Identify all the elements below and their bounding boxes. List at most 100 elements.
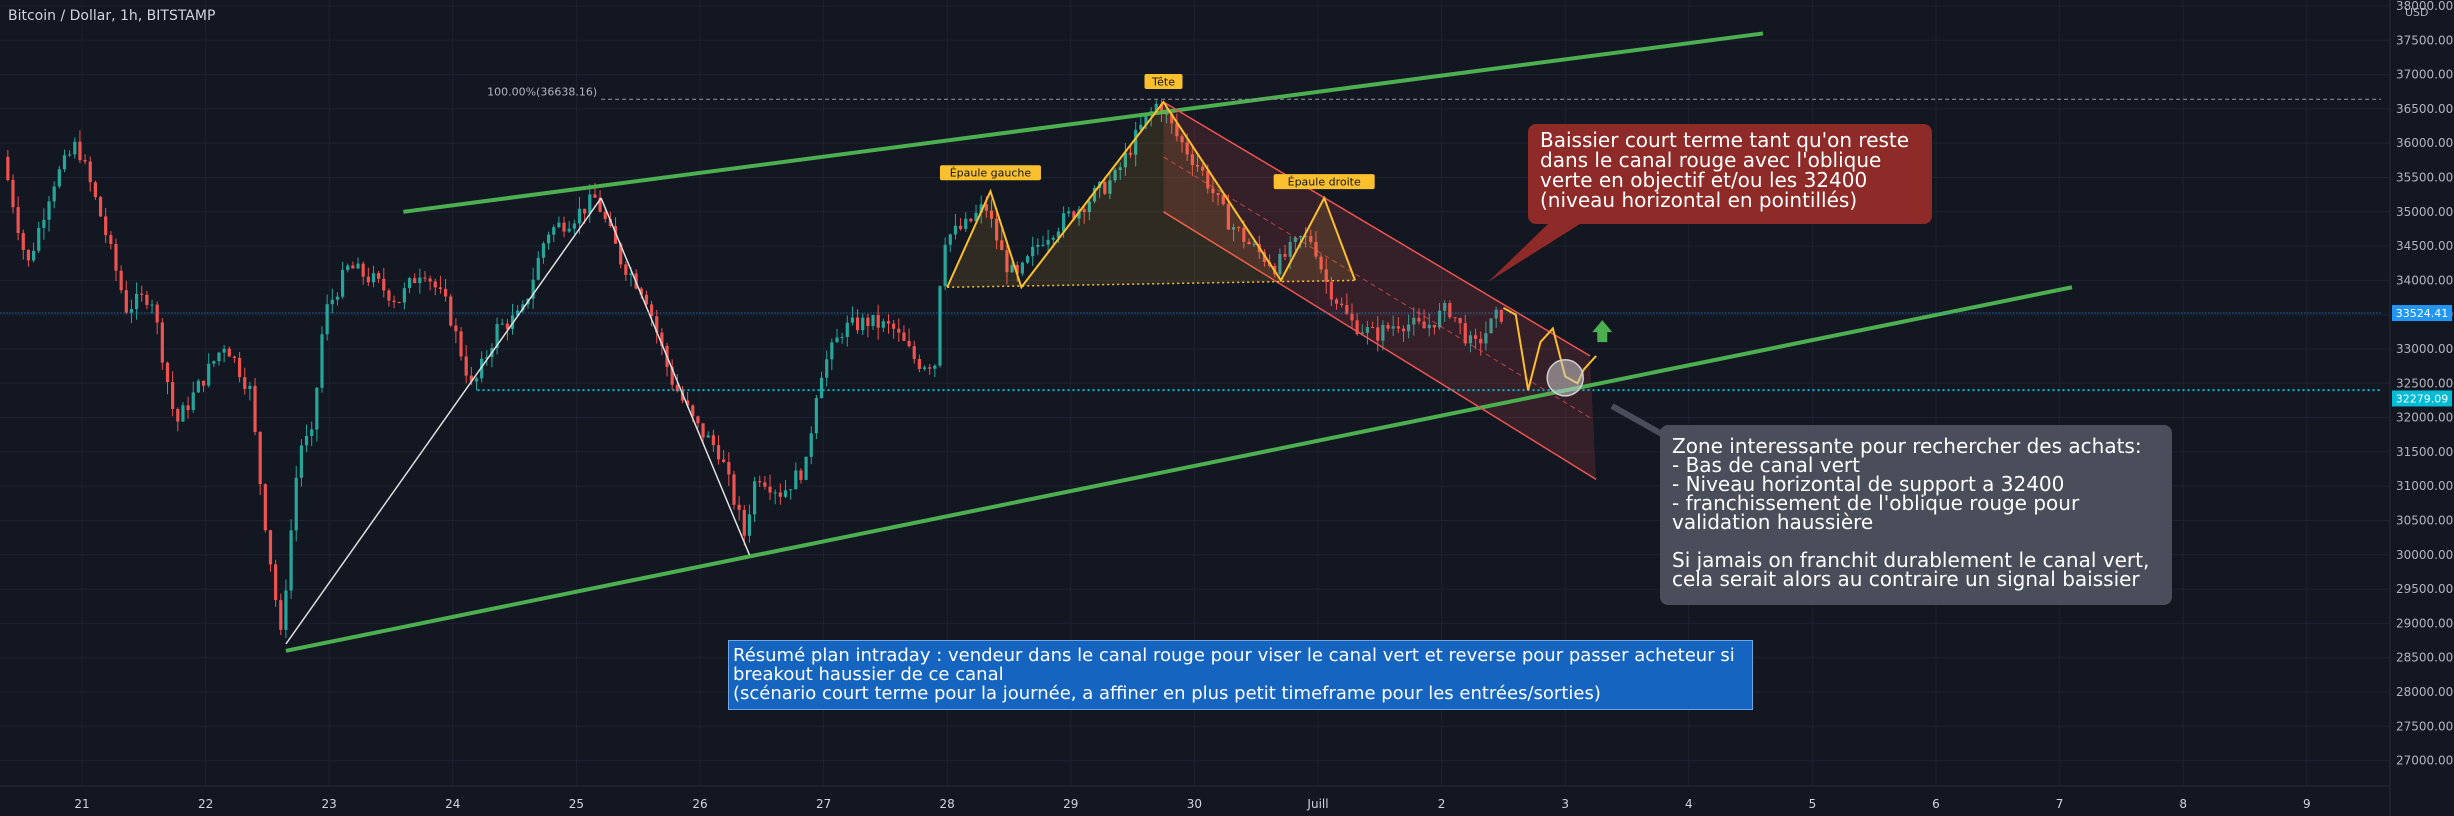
candle-body (387, 290, 391, 301)
candle-body (1195, 164, 1200, 167)
callout-buy-zone[interactable]: Zone interessante pour rechercher des ac… (1660, 425, 2172, 605)
candle-body (1489, 318, 1493, 334)
candle-body (1453, 317, 1457, 319)
candle-body (42, 219, 46, 228)
candle-body (1448, 303, 1452, 318)
candle-body (129, 309, 134, 313)
candle-body (778, 492, 782, 497)
candle-body (78, 141, 82, 161)
candle-body (752, 481, 757, 515)
candle-body (1067, 211, 1071, 214)
candle-body (140, 293, 144, 295)
candle-body (1334, 299, 1339, 304)
candle-body (1401, 328, 1406, 332)
callout-red-pointer (1488, 224, 1580, 282)
candle-body (73, 141, 77, 155)
red-channel-midline (1163, 156, 1591, 419)
candle-body (866, 317, 870, 327)
candle-body (583, 208, 587, 214)
candle-body (655, 316, 659, 333)
time-tick-label: 21 (74, 797, 89, 811)
candle-body (83, 160, 87, 162)
candle-body (819, 377, 824, 399)
candle-body (258, 432, 262, 485)
price-tick-label: 35500.00 (2396, 171, 2453, 185)
candle-body (232, 356, 237, 358)
candle-body (1103, 181, 1107, 194)
candle-body (1036, 244, 1040, 247)
price-tick-label: 30500.00 (2396, 514, 2453, 528)
candle-body (134, 293, 139, 310)
callout-bearish-short-term[interactable]: Baissier court terme tant qu'on reste da… (1528, 124, 1932, 224)
candle-body (1154, 103, 1158, 112)
candle-body (1046, 239, 1050, 245)
candle-body (6, 156, 10, 180)
candle-body (1376, 327, 1380, 341)
candle-body (340, 269, 345, 297)
candle-body (243, 377, 247, 389)
time-tick-label: 5 (1809, 797, 1817, 811)
candle-body (21, 233, 25, 250)
candle-body (886, 321, 891, 324)
candle-body (1412, 317, 1416, 325)
candle-body (881, 321, 885, 328)
candle-body (325, 304, 329, 335)
time-tick-label: 3 (1561, 797, 1569, 811)
candle-body (1422, 321, 1426, 329)
price-tick-label: 28500.00 (2396, 651, 2453, 665)
time-tick-label: 7 (2056, 797, 2064, 811)
candle-body (1082, 209, 1086, 213)
candle-body (407, 278, 412, 289)
price-tick-label: 32000.00 (2396, 411, 2453, 425)
candle-body (1494, 309, 1498, 319)
candle-body (1324, 269, 1328, 282)
candle-body (237, 357, 242, 378)
candle-body (639, 288, 643, 295)
candle-body (62, 155, 67, 170)
candle-body (361, 263, 365, 277)
candle-body (716, 445, 721, 460)
price-tick-label: 29000.00 (2396, 616, 2453, 630)
candle-body (1365, 327, 1370, 333)
candle-body (907, 340, 911, 347)
candle-body (371, 273, 376, 283)
candle-body (114, 243, 118, 271)
candle-body (1144, 115, 1148, 125)
candle-body (1134, 129, 1138, 155)
candle-body (1087, 201, 1091, 213)
price-tick-label: 36500.00 (2396, 102, 2453, 116)
candle-body (737, 504, 741, 510)
candle-body (1231, 227, 1236, 230)
candle-body (536, 257, 540, 280)
candle-body (1473, 335, 1478, 339)
candle-body (253, 385, 257, 433)
candle-body (279, 600, 283, 630)
candle-body (644, 294, 649, 305)
candle-body (902, 332, 906, 341)
candle-body (696, 416, 700, 424)
candle-body (433, 281, 437, 288)
candle-body (109, 235, 113, 244)
candle-body (608, 218, 612, 227)
candle-body (948, 234, 952, 245)
candle-body (1437, 310, 1442, 328)
candle-body (531, 279, 535, 299)
label-right-shoulder-bg (1273, 174, 1375, 190)
label-head: Tête (1151, 76, 1175, 89)
candle-body (727, 462, 731, 475)
time-tick-label: 6 (1932, 797, 1940, 811)
candle-body (274, 564, 278, 601)
candle-body (57, 169, 61, 187)
candle-body (1077, 209, 1081, 219)
candle-body (1252, 243, 1256, 245)
candle-body (649, 304, 654, 317)
candle-body (588, 194, 592, 214)
candle-body (356, 263, 360, 269)
candle-body (546, 234, 551, 244)
label-left-shoulder: Épaule gauche (950, 167, 1032, 180)
callout-intraday-summary[interactable]: Résumé plan intraday : vendeur dans le c… (728, 640, 1753, 710)
candle-body (521, 304, 525, 311)
candle-body (196, 380, 200, 393)
candle-body (1381, 324, 1385, 341)
candle-body (402, 288, 406, 303)
